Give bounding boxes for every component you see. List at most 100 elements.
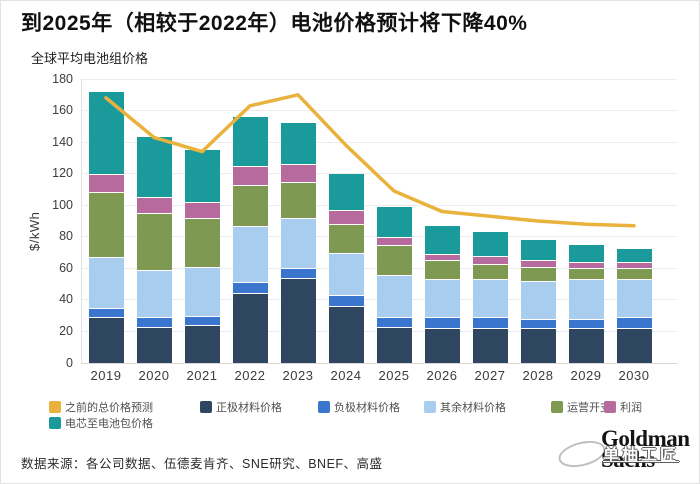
bar-2021-other-materials-segment: [184, 266, 220, 316]
legend-swatch-opex: [551, 400, 563, 413]
legend-item-cell-to-pack: 电芯至电池包价格: [49, 416, 153, 430]
watermark-overlay-text: 单柚工匠: [603, 447, 680, 464]
bar-2026-cathode-segment: [424, 328, 460, 363]
bar-2023-cell-to-pack-segment: [280, 123, 316, 165]
bar-2022-opex-segment: [232, 184, 268, 226]
bar-2025-cathode-segment: [376, 326, 412, 363]
legend-label-previous-forecast: 之前的总价格预测: [65, 401, 153, 414]
x-tick-label-2023: 2023: [282, 368, 314, 383]
bar-2022-profit-segment: [232, 165, 268, 185]
bar-2024-anode-segment: [328, 295, 364, 307]
bar-2026-other-materials-segment: [424, 279, 460, 318]
legend-swatch-profit: [604, 400, 616, 413]
bar-2025-opex-segment: [376, 244, 412, 275]
bar-2029-cathode-segment: [568, 328, 604, 363]
bar-2020-other-materials-segment: [136, 269, 172, 318]
bar-2023-cathode-segment: [280, 277, 316, 363]
bar-2030-profit-segment: [616, 261, 652, 269]
y-tick-label-0: 0: [66, 356, 73, 370]
bar-2024-profit-segment: [328, 209, 364, 225]
bar-2027-cathode-segment: [472, 328, 508, 363]
y-tick-label-60: 60: [59, 261, 73, 275]
x-tick-label-2025: 2025: [378, 368, 410, 383]
bar-2024-cathode-segment: [328, 306, 364, 363]
legend-label-profit: 利润: [620, 401, 642, 414]
bar-2029: [568, 244, 604, 363]
bar-2020-cathode-segment: [136, 326, 172, 363]
x-tick-label-2022: 2022: [234, 368, 266, 383]
bar-2026: [424, 225, 460, 363]
goldman-sachs-logo-line1: Goldman: [601, 426, 690, 451]
legend-item-opex: 运营开支: [551, 400, 611, 414]
bar-2029-opex-segment: [568, 268, 604, 280]
bar-2020-anode-segment: [136, 317, 172, 327]
bar-2030: [616, 249, 652, 363]
bar-2023-anode-segment: [280, 268, 316, 278]
bar-2030-cathode-segment: [616, 328, 652, 363]
y-tick-label-100: 100: [52, 198, 73, 212]
bar-2028-anode-segment: [520, 318, 556, 329]
bar-2021-anode-segment: [184, 315, 220, 326]
y-tick-label-120: 120: [52, 166, 73, 180]
bar-2019-anode-segment: [88, 307, 124, 318]
legend-label-cathode: 正极材料价格: [216, 401, 282, 414]
bar-2020-profit-segment: [136, 197, 172, 214]
bar-2021-opex-segment: [184, 217, 220, 267]
bar-2021-profit-segment: [184, 202, 220, 218]
x-tick-label-2024: 2024: [330, 368, 362, 383]
bar-2023: [280, 123, 316, 363]
bar-2029-anode-segment: [568, 318, 604, 329]
bar-2025-profit-segment: [376, 236, 412, 245]
bar-2027: [472, 232, 508, 363]
y-tick-label-180: 180: [52, 72, 73, 86]
bar-2020-opex-segment: [136, 213, 172, 270]
bar-2029-cell-to-pack-segment: [568, 244, 604, 263]
legend-swatch-cell-to-pack: [49, 416, 61, 429]
bar-2028-opex-segment: [520, 266, 556, 281]
y-tick-label-160: 160: [52, 103, 73, 117]
bar-2026-opex-segment: [424, 260, 460, 280]
bar-2027-profit-segment: [472, 255, 508, 264]
bar-2026-profit-segment: [424, 254, 460, 261]
bar-2030-cell-to-pack-segment: [616, 249, 652, 262]
bar-2028-cathode-segment: [520, 328, 556, 363]
bar-2019-profit-segment: [88, 173, 124, 193]
chart-subtitle: 全球平均电池组价格: [31, 51, 149, 66]
y-tick-label-40: 40: [59, 292, 73, 306]
bar-2030-opex-segment: [616, 268, 652, 280]
y-tick-label-20: 20: [59, 324, 73, 338]
bar-2029-profit-segment: [568, 262, 604, 269]
legend-swatch-previous-forecast: [49, 400, 61, 413]
bar-2027-anode-segment: [472, 317, 508, 329]
page-title: 到2025年（相较于2022年）电池价格预计将下降40%: [21, 12, 528, 35]
bar-2025-anode-segment: [376, 317, 412, 327]
x-tick-label-2030: 2030: [618, 368, 650, 383]
bar-2024-other-materials-segment: [328, 252, 364, 296]
bar-2021-cell-to-pack-segment: [184, 150, 220, 203]
bar-2028: [520, 239, 556, 363]
bar-2019: [88, 91, 124, 363]
bar-2019-cell-to-pack-segment: [88, 91, 124, 174]
legend-swatch-anode: [318, 400, 330, 413]
legend-label-cell-to-pack: 电芯至电池包价格: [65, 417, 153, 430]
bar-2020-cell-to-pack-segment: [136, 137, 172, 198]
legend-label-other-materials: 其余材料价格: [440, 401, 506, 414]
bar-2022-cathode-segment: [232, 293, 268, 363]
legend-item-cathode: 正极材料价格: [200, 400, 282, 414]
y-tick-label-140: 140: [52, 135, 73, 149]
bar-2026-anode-segment: [424, 317, 460, 329]
x-tick-label-2027: 2027: [474, 368, 506, 383]
bar-2022-anode-segment: [232, 282, 268, 294]
bar-2021-cathode-segment: [184, 325, 220, 363]
x-tick-label-2021: 2021: [186, 368, 218, 383]
bar-2022-cell-to-pack-segment: [232, 116, 268, 166]
x-tick-label-2026: 2026: [426, 368, 458, 383]
x-tick-label-2028: 2028: [522, 368, 554, 383]
bar-2025: [376, 206, 412, 363]
bar-2026-cell-to-pack-segment: [424, 225, 460, 255]
legend-item-previous-forecast: 之前的总价格预测: [49, 400, 153, 414]
bar-2030-other-materials-segment: [616, 279, 652, 318]
legend-swatch-cathode: [200, 400, 212, 413]
bar-2019-other-materials-segment: [88, 257, 124, 308]
